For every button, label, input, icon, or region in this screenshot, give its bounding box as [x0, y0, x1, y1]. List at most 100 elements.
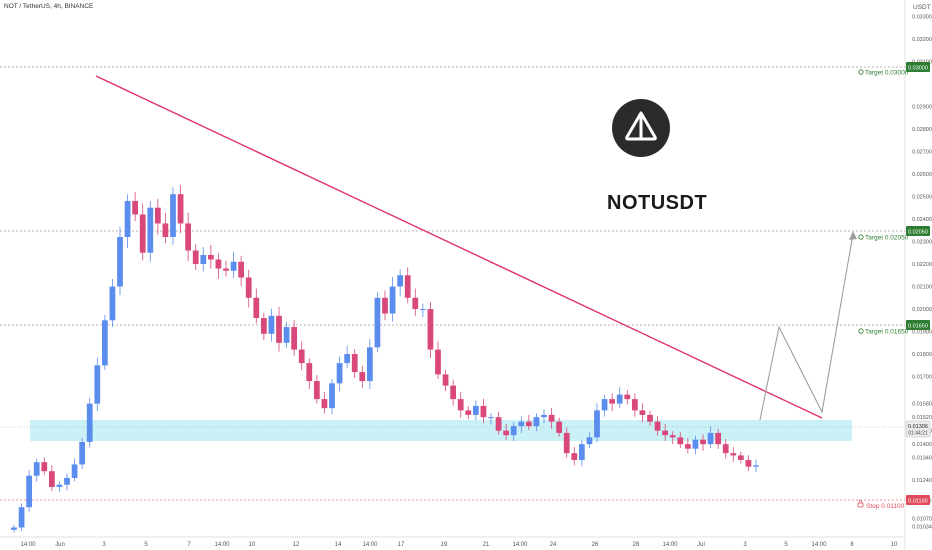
candle-body: [313, 381, 320, 400]
y-tick-label: 0.02400: [912, 217, 932, 223]
candle-body: [753, 465, 759, 467]
candle-body: [624, 394, 631, 400]
candle-body: [306, 363, 313, 382]
y-tick-label: 0.01340: [912, 456, 932, 462]
candle-body: [465, 410, 472, 415]
candle-body: [548, 414, 555, 422]
candle-body: [571, 453, 578, 460]
candle-body: [321, 399, 328, 409]
candle-body: [359, 372, 366, 382]
candle-body: [594, 410, 600, 438]
y-tick-label: 0.02000: [912, 307, 932, 313]
target3-label: Target 0.03000: [865, 70, 909, 77]
candle-body: [291, 327, 298, 350]
candle-body: [533, 417, 540, 427]
y-tick-label: 0.02200: [912, 262, 932, 268]
x-tick-label: 3: [102, 542, 106, 548]
y-tick-label: 0.02300: [912, 239, 932, 245]
x-tick-label: 14:00: [362, 542, 378, 548]
candle-body: [185, 223, 192, 251]
candle-body: [41, 462, 48, 472]
candle-body: [109, 286, 116, 321]
target2-annotation[interactable]: Target 0.02050: [858, 234, 909, 242]
stop-annotation[interactable]: Stop 0.01100: [857, 499, 905, 510]
candle-body: [94, 365, 101, 404]
candle-body: [563, 432, 570, 454]
candle-body: [207, 254, 214, 260]
y-tick-label: 0.01900: [912, 330, 932, 336]
candle-body: [374, 297, 381, 348]
x-tick-label: 26: [592, 542, 599, 548]
candle-body: [457, 399, 464, 411]
target3-annotation[interactable]: Target 0.03000: [858, 69, 909, 77]
x-tick-label: 14: [335, 542, 342, 548]
candle-body: [654, 421, 661, 431]
currency-label: USDT: [913, 4, 931, 11]
x-tick-label: 14:00: [214, 542, 230, 548]
candle-body: [639, 410, 646, 415]
y-tick-label: 0.01400: [912, 442, 932, 448]
candle-body: [117, 236, 123, 287]
y-tick-label: 0.01070: [912, 516, 932, 522]
candle-body: [404, 275, 411, 298]
x-tick-label: 14:00: [20, 542, 36, 548]
candle-body: [33, 462, 40, 476]
candle-body: [389, 286, 396, 314]
candle-body: [518, 421, 525, 427]
candle-body: [609, 399, 616, 404]
candle-body: [48, 471, 55, 487]
x-tick-label: 10: [249, 542, 256, 548]
y-tick-label: 0.02100: [912, 285, 932, 291]
candle-body: [684, 444, 691, 449]
candle-body: [170, 194, 176, 237]
candle-body: [177, 194, 184, 224]
candle-body: [26, 475, 33, 508]
x-tick-label: 12: [293, 542, 300, 548]
y-tick-label: 0.01700: [912, 375, 932, 381]
candle-body: [56, 484, 63, 487]
y-tick-label: 0.01520: [912, 415, 932, 421]
candle-body: [154, 207, 161, 224]
x-tick-label: 14:00: [662, 542, 678, 548]
candle-body: [586, 437, 593, 445]
svg-text:0.03000: 0.03000: [908, 66, 928, 72]
candle-body: [669, 435, 676, 438]
projected-path[interactable]: [759, 233, 854, 421]
y-tick-label: 0.03200: [912, 37, 932, 43]
x-tick-label: Jun: [55, 542, 65, 548]
candle-body: [11, 527, 17, 530]
y-tick-label: 0.01580: [912, 402, 932, 408]
candle-body: [200, 254, 207, 264]
candle-body: [722, 444, 729, 454]
candle-body: [366, 347, 373, 382]
x-tick-label: 10: [891, 542, 898, 548]
candle-body: [397, 275, 404, 287]
candle-body: [230, 261, 237, 271]
candle-body: [192, 250, 199, 264]
candle-body: [336, 363, 343, 384]
candle-body: [730, 453, 737, 456]
candle-body: [435, 349, 441, 375]
candle-body: [276, 315, 282, 343]
x-tick-label: 17: [398, 542, 405, 548]
x-tick-label: 3: [743, 542, 747, 548]
x-tick-label: 8: [850, 542, 854, 548]
candle-body: [480, 405, 487, 418]
candle-body: [707, 432, 714, 445]
candle-body: [503, 430, 510, 436]
descending-trendline[interactable]: [95, 75, 823, 419]
svg-text:0.01100: 0.01100: [908, 499, 927, 505]
support-zone: [30, 420, 852, 441]
target1-annotation[interactable]: Target 0.01650: [858, 328, 909, 336]
x-tick-label: 24: [550, 542, 557, 548]
y-tick-label: 0.01034: [912, 525, 932, 531]
watermark-symbol: NOTUSDT: [607, 192, 708, 214]
chart-title: NOT / TetherUS, 4h, BINANCE: [4, 3, 94, 10]
candle-body: [510, 426, 517, 436]
target1-price-badge: 0.01650: [906, 320, 930, 330]
y-tick-label: 0.02500: [912, 194, 932, 200]
current-price-badge: 0.01306 01:44:21: [905, 420, 931, 438]
candle-body: [147, 207, 154, 253]
candle-body: [631, 399, 638, 411]
